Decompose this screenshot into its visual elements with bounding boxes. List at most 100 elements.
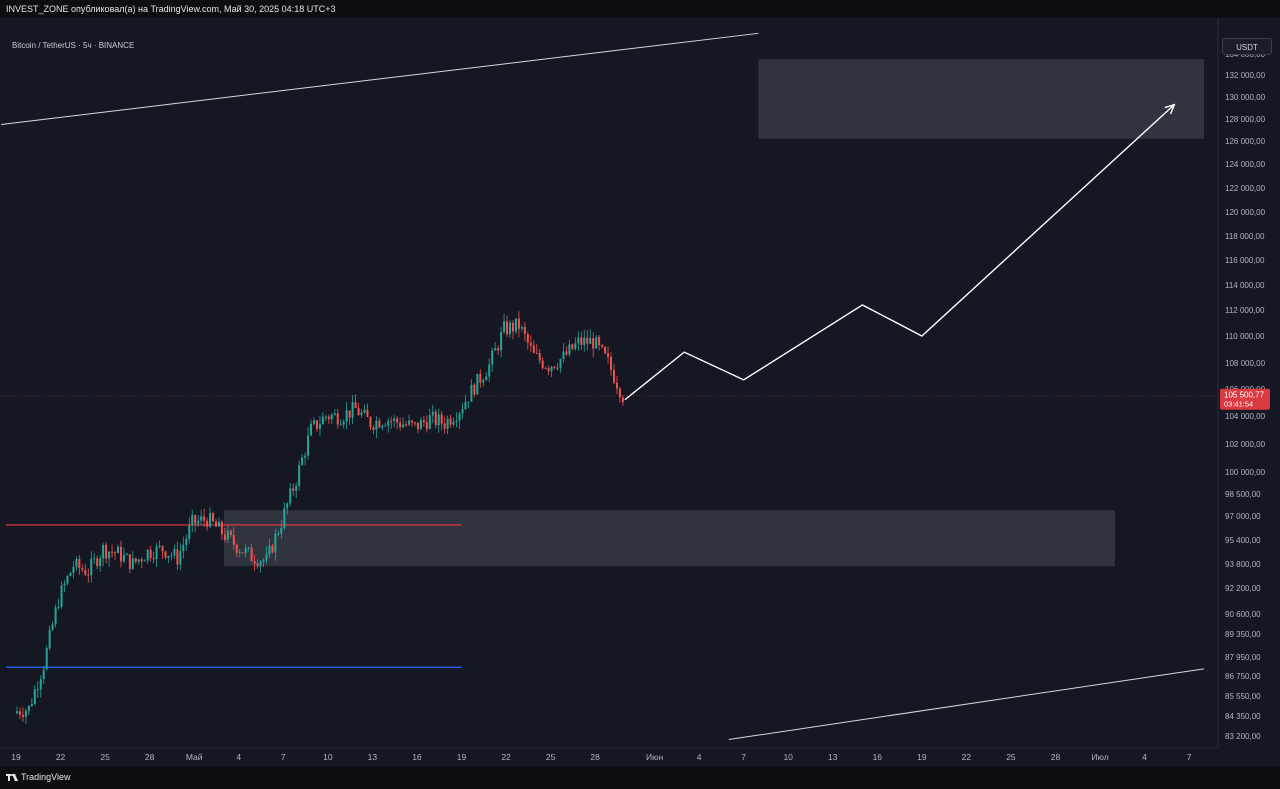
price-tick-label: 102 000,00 bbox=[1225, 440, 1266, 449]
candle-body bbox=[473, 384, 476, 395]
price-tick-label: 126 000,00 bbox=[1225, 137, 1266, 146]
candle-body bbox=[250, 547, 253, 562]
candle-body bbox=[360, 412, 363, 416]
price-tick-label: 86 750,00 bbox=[1225, 672, 1261, 681]
candle-body bbox=[348, 410, 351, 418]
candle-body bbox=[93, 558, 96, 560]
candle-body bbox=[63, 583, 66, 586]
candle-body bbox=[143, 560, 146, 562]
candle-body bbox=[523, 327, 526, 335]
candle-body bbox=[509, 322, 512, 335]
candles bbox=[16, 311, 624, 724]
candle-body bbox=[102, 544, 105, 559]
candle-body bbox=[188, 525, 191, 539]
candle-body bbox=[366, 409, 369, 418]
candle-body bbox=[461, 409, 464, 414]
time-tick-label: 25 bbox=[1006, 752, 1016, 762]
price-tick-label: 93 800,00 bbox=[1225, 560, 1261, 569]
projection-arrowhead bbox=[1164, 103, 1176, 115]
time-tick-label: 22 bbox=[962, 752, 972, 762]
candle-body bbox=[30, 703, 33, 706]
price-tick-label: 98 500,00 bbox=[1225, 490, 1261, 499]
price-tick-label: 84 350,00 bbox=[1225, 712, 1261, 721]
zones bbox=[223, 59, 1205, 567]
time-tick-label: 4 bbox=[1142, 752, 1147, 762]
demand-zone[interactable] bbox=[223, 510, 1115, 567]
candle-body bbox=[60, 585, 63, 607]
price-tick-label: 114 000,00 bbox=[1225, 281, 1265, 290]
candle-body bbox=[446, 418, 449, 429]
tradingview-logo-icon[interactable] bbox=[6, 766, 20, 789]
candle-body bbox=[416, 422, 419, 430]
candle-body bbox=[345, 410, 348, 422]
projection-path[interactable] bbox=[624, 104, 1175, 401]
time-tick-label: Май bbox=[186, 752, 203, 762]
time-tick-label: 7 bbox=[281, 752, 286, 762]
time-tick-label: 4 bbox=[697, 752, 702, 762]
footer-brand[interactable]: TradingView bbox=[21, 772, 71, 782]
candle-body bbox=[268, 545, 271, 555]
candle-body bbox=[449, 418, 452, 425]
candle-body bbox=[363, 409, 366, 413]
price-tick-label: 120 000,00 bbox=[1225, 208, 1266, 217]
candle-body bbox=[455, 420, 458, 422]
candle-body bbox=[443, 423, 446, 429]
candle-body bbox=[595, 337, 598, 349]
candle-body bbox=[125, 554, 128, 556]
candle-body bbox=[413, 422, 416, 424]
candle-body bbox=[39, 679, 42, 690]
candle-body bbox=[191, 515, 194, 526]
candle-body bbox=[601, 344, 604, 347]
time-axis[interactable]: 19 22 25 28 Май 4 7 10 13 16 19 22 25 28 Июн 4 7 10 13 16 19… bbox=[11, 752, 1192, 762]
candle-body bbox=[244, 548, 247, 554]
candle-body bbox=[292, 488, 295, 491]
candle-body bbox=[289, 488, 292, 504]
candle-body bbox=[18, 711, 21, 715]
candle-body bbox=[583, 337, 586, 346]
candle-body bbox=[226, 530, 229, 540]
target-zone[interactable] bbox=[758, 59, 1205, 139]
price-tick-label: 130 000,00 bbox=[1225, 93, 1266, 102]
candle-body bbox=[220, 521, 223, 535]
channel-lower-line[interactable] bbox=[728, 668, 1205, 741]
price-tick-label: 122 000,00 bbox=[1225, 184, 1266, 193]
candle-body bbox=[577, 337, 580, 344]
candle-body bbox=[535, 352, 538, 354]
time-tick-label: 16 bbox=[873, 752, 883, 762]
candle-body bbox=[372, 427, 375, 430]
candle-body bbox=[232, 534, 235, 545]
candle-body bbox=[152, 558, 155, 560]
candle-body bbox=[586, 337, 589, 344]
candle-body bbox=[494, 348, 497, 351]
currency-button[interactable]: USDT bbox=[1222, 38, 1272, 55]
price-tag-countdown: 03:41:54 bbox=[1224, 400, 1253, 409]
candle-body bbox=[155, 546, 158, 560]
candle-body bbox=[42, 669, 45, 680]
candle-body bbox=[434, 411, 437, 426]
candle-body bbox=[114, 552, 117, 554]
candle-body bbox=[212, 513, 215, 522]
price-tick-label: 110 000,00 bbox=[1225, 332, 1265, 341]
candle-body bbox=[476, 373, 479, 395]
candle-body bbox=[259, 561, 262, 567]
candle-body bbox=[517, 318, 520, 329]
candle-body bbox=[128, 554, 131, 569]
level-lines bbox=[0, 395, 1218, 668]
candle-body bbox=[612, 369, 615, 383]
candle-body bbox=[57, 606, 60, 608]
price-tick-label: 100 000,00 bbox=[1225, 468, 1266, 477]
time-tick-label: 19 bbox=[457, 752, 467, 762]
candle-body bbox=[592, 338, 595, 349]
time-tick-label: 28 bbox=[590, 752, 600, 762]
candle-body bbox=[574, 343, 577, 349]
time-tick-label: 7 bbox=[741, 752, 746, 762]
candle-body bbox=[589, 338, 592, 344]
candle-body bbox=[206, 520, 209, 527]
candle-body bbox=[485, 376, 488, 381]
symbol-legend[interactable]: Bitcoin / TetherUS · 5ч · BINANCE bbox=[12, 41, 135, 50]
candle-body bbox=[402, 424, 405, 428]
channel-upper-line[interactable] bbox=[1, 32, 759, 125]
time-tick-label: 16 bbox=[412, 752, 422, 762]
